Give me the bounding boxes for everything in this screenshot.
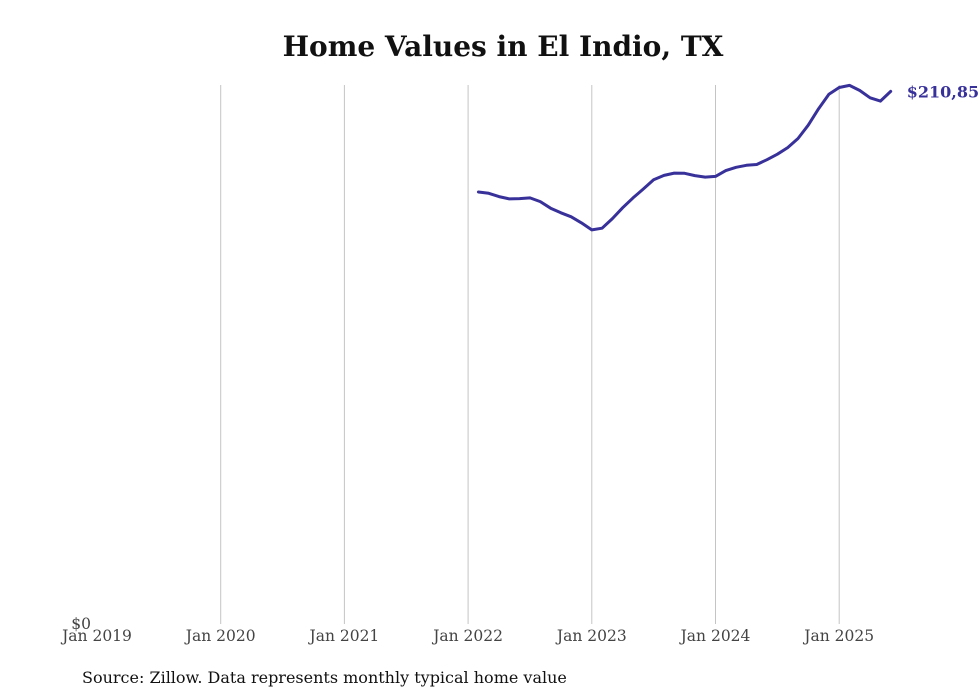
x-tick-label: Jan 2021	[307, 627, 379, 645]
x-tick-label: Jan 2024	[679, 627, 751, 645]
gridlines	[220, 85, 840, 624]
chart-title: Home Values in El Indio, TX	[282, 30, 724, 63]
x-tick-label: Jan 2022	[431, 627, 503, 645]
axis-labels: Jan 2019 Jan 2020 Jan 2021 Jan 2022 Jan 2023…	[60, 615, 874, 645]
y-tick-label: $0	[71, 615, 91, 633]
line-chart: Jan 2019 Jan 2020 Jan 2021 Jan 2022 Jan 2023…	[60, 82, 980, 645]
source-note: Source: Zillow. Data represents monthly …	[82, 668, 567, 687]
x-tick-label: Jan 2023	[555, 627, 627, 645]
series-line-0	[476, 83, 893, 232]
x-tick-label: Jan 2019	[60, 627, 132, 645]
x-tick-label: Jan 2020	[184, 627, 256, 645]
x-tick-label: Jan 2025	[802, 627, 874, 645]
series-layer: $210,853	[476, 82, 980, 232]
end-value-label: $210,853	[907, 82, 980, 101]
